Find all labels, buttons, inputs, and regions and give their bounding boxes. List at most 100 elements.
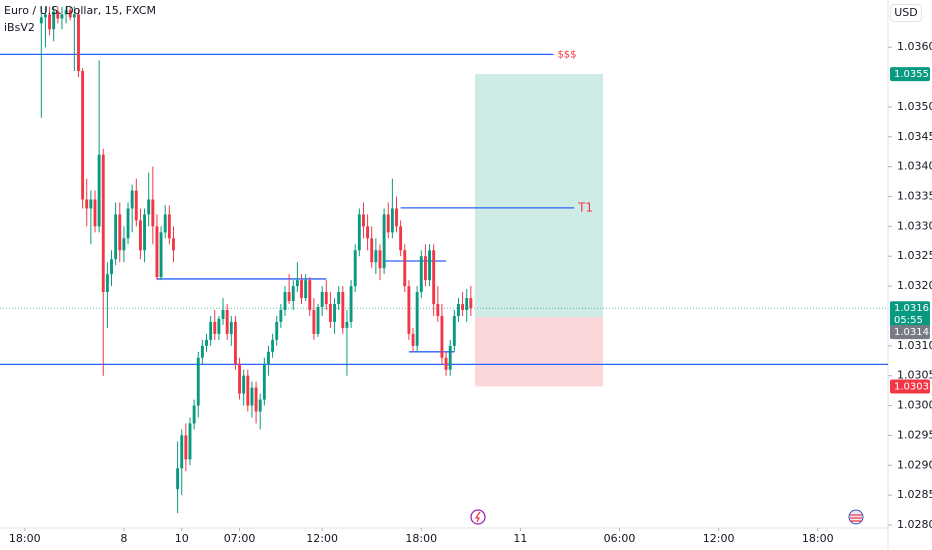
candle-body xyxy=(68,10,72,18)
x-tick-label: 06:00 xyxy=(604,532,636,545)
y-tick-label: 1.03000 xyxy=(897,399,932,412)
candle-body xyxy=(440,315,444,358)
y-tick-label: 1.03250 xyxy=(897,249,932,262)
candle-body xyxy=(324,292,328,305)
candle-body xyxy=(56,11,60,19)
candle-body xyxy=(291,286,295,302)
candle-body xyxy=(48,14,52,30)
stop-tag-bg xyxy=(890,379,930,394)
candle-body xyxy=(399,226,403,251)
candle-body xyxy=(428,250,431,281)
y-tick-label: 1.03200 xyxy=(897,279,932,292)
level-label: T1 xyxy=(577,200,593,214)
candle-body xyxy=(229,321,233,334)
candle-body xyxy=(395,208,398,227)
candle-body xyxy=(213,321,217,334)
candle-body xyxy=(362,214,365,227)
candle-body xyxy=(345,321,349,328)
candle-body xyxy=(110,259,113,275)
candle-body xyxy=(246,375,250,406)
candle-body xyxy=(221,309,225,319)
candle-body xyxy=(457,304,460,316)
candle-body xyxy=(217,318,221,334)
candle-body xyxy=(415,292,419,346)
stop-tag: 1.03032 xyxy=(894,381,932,392)
candle-body xyxy=(320,292,324,308)
candle-body xyxy=(122,238,126,251)
candle-body xyxy=(176,468,180,490)
candle-body xyxy=(275,321,279,340)
candle-body xyxy=(43,14,47,18)
candle-body xyxy=(192,405,196,424)
candle-body xyxy=(357,214,361,251)
candle-body xyxy=(238,363,241,394)
candle-body xyxy=(184,435,188,460)
candle-body xyxy=(423,256,427,281)
loss-zone xyxy=(474,317,604,387)
candle-body xyxy=(254,387,258,412)
candle-body xyxy=(242,375,246,394)
candle-body xyxy=(370,238,374,263)
candle-body xyxy=(77,14,80,72)
profit-zone xyxy=(474,74,604,318)
candle-body xyxy=(316,307,320,334)
candle-body xyxy=(155,226,159,278)
candle-body xyxy=(85,199,89,209)
candle-body xyxy=(407,286,411,334)
candle-body xyxy=(225,309,229,334)
candle-body xyxy=(469,298,473,309)
candle-body xyxy=(188,423,192,460)
candle-body xyxy=(209,321,213,340)
candle-body xyxy=(93,199,97,227)
candle-body xyxy=(39,17,43,24)
y-tick-label: 1.02850 xyxy=(897,488,932,501)
y-tick-label: 1.03350 xyxy=(897,190,932,203)
candle-body xyxy=(159,232,163,278)
event-icon-bolt xyxy=(474,511,481,523)
candle-body xyxy=(130,190,134,209)
candle-body xyxy=(436,304,440,316)
candle-body xyxy=(114,214,118,260)
candle-body xyxy=(196,357,200,406)
y-tick-label: 1.03450 xyxy=(897,130,932,143)
candle-body xyxy=(262,363,266,400)
candle-body xyxy=(432,250,436,305)
candle-body xyxy=(328,304,332,322)
candle-body xyxy=(300,280,303,299)
candle-body xyxy=(97,154,101,227)
x-tick-label: 12:00 xyxy=(703,532,735,545)
indicator-name[interactable]: iBsV2 xyxy=(4,21,35,34)
countdown: 05:55 xyxy=(894,315,923,326)
candle-body xyxy=(465,298,469,310)
candle-body xyxy=(134,190,138,221)
candle-body xyxy=(283,292,287,310)
candle-body xyxy=(105,274,109,293)
candle-body xyxy=(180,435,184,469)
target-tag-bg xyxy=(890,67,930,82)
candle-body xyxy=(233,321,237,364)
candle-body xyxy=(167,214,171,239)
candle-body xyxy=(403,250,407,287)
candle-body xyxy=(138,220,142,251)
candle-body xyxy=(411,333,415,346)
candle-body xyxy=(258,399,262,412)
candle-body xyxy=(101,154,105,293)
candle-body xyxy=(126,208,130,239)
candle-body xyxy=(151,199,155,227)
candle-body xyxy=(419,256,423,293)
currency-button[interactable]: USD xyxy=(890,4,922,22)
candle-body xyxy=(337,292,341,305)
y-tick-label: 1.03050 xyxy=(897,369,932,382)
candle-body xyxy=(172,238,175,251)
candle-body xyxy=(64,10,68,15)
candle-body xyxy=(366,226,370,239)
candle-body xyxy=(81,71,85,200)
x-tick-label: 18:00 xyxy=(802,532,834,545)
candle-body xyxy=(448,345,452,370)
symbol-title[interactable]: Euro / U.S. Dollar, 15, FXCM xyxy=(4,4,156,17)
candle-body xyxy=(279,309,283,322)
candle-body xyxy=(353,250,357,287)
candle-body xyxy=(205,339,208,346)
x-tick-label: 8 xyxy=(120,532,127,545)
